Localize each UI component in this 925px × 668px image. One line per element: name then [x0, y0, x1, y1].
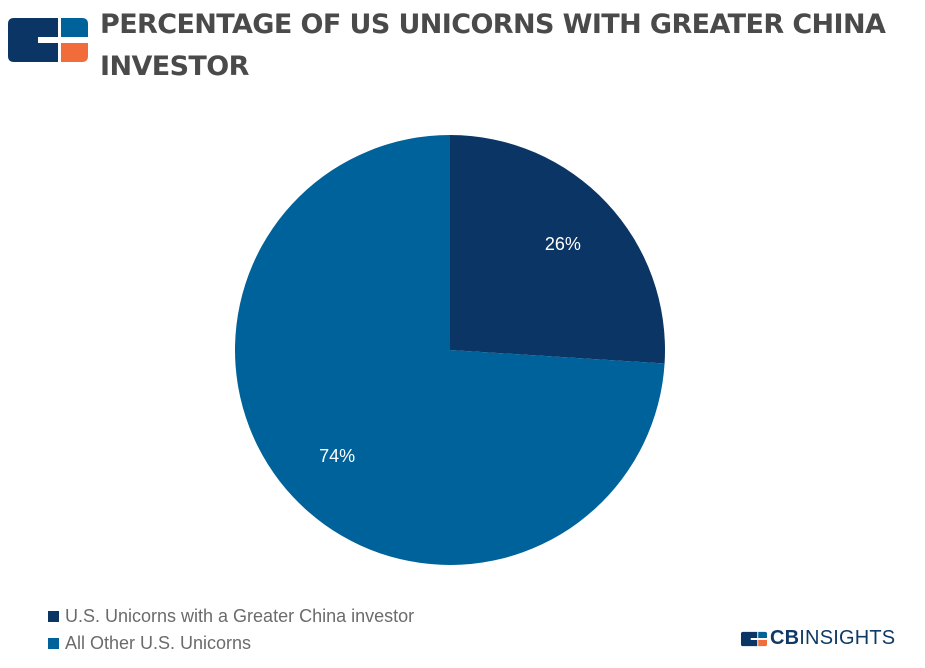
pie-slice: [235, 135, 665, 565]
legend-item: U.S. Unicorns with a Greater China inves…: [48, 603, 414, 630]
brand-text-bold: CB: [770, 627, 800, 649]
chart-legend: U.S. Unicorns with a Greater China inves…: [48, 603, 414, 657]
legend-swatch: [48, 638, 59, 649]
pie-slice-label: 26%: [545, 234, 581, 254]
pie-slice: [450, 135, 665, 364]
chart-title: PERCENTAGE OF US UNICORNS WITH GREATER C…: [100, 9, 886, 82]
cb-insights-logo-icon: [8, 18, 88, 62]
legend-swatch: [48, 611, 59, 622]
brand-text-light: INSIGHTS: [799, 627, 896, 649]
pie-slice-label: 74%: [319, 446, 355, 466]
cb-insights-brand-icon: [741, 631, 767, 646]
legend-label: U.S. Unicorns with a Greater China inves…: [65, 606, 415, 626]
legend-item: All Other U.S. Unicorns: [48, 630, 414, 657]
legend-label: All Other U.S. Unicorns: [65, 633, 252, 653]
cb-insights-brand: CBINSIGHTS: [741, 627, 895, 650]
